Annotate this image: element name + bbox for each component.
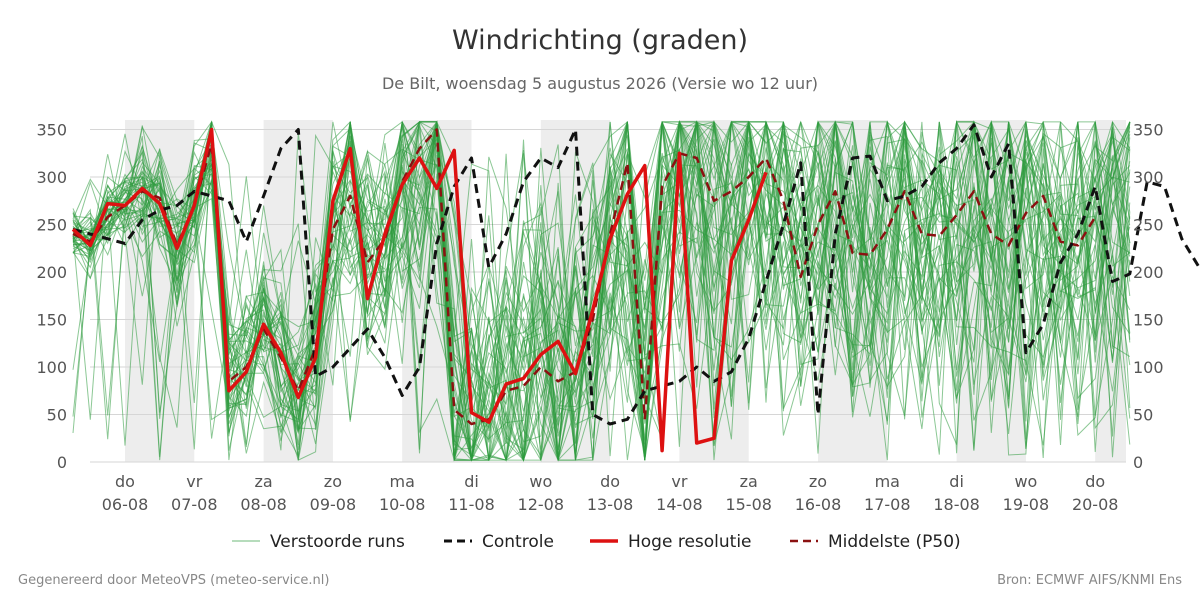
y-tick-right-200: 200 <box>1133 263 1164 282</box>
x-tick-day-9: za <box>740 472 758 491</box>
y-tick-right-100: 100 <box>1133 358 1164 377</box>
chart-title: Windrichting (graden) <box>452 25 748 56</box>
x-tick-date-10: 16-08 <box>795 495 842 514</box>
ensemble-member-31 <box>72 120 1131 461</box>
y-tick-right-300: 300 <box>1133 168 1164 187</box>
legend: Verstoorde runs Controle Hoge resolutie … <box>232 532 961 552</box>
legend-label-p50: Middelste (P50) <box>828 532 961 552</box>
ensemble-member-38 <box>72 120 1131 462</box>
x-tick-date-3: 09-08 <box>310 495 357 514</box>
footer-source: Bron: ECMWF AIFS/KNMI Ens <box>997 573 1182 588</box>
x-tick-day-5: di <box>464 472 479 491</box>
ensemble-member-50 <box>72 121 1131 461</box>
y-tick-left-350: 350 <box>36 121 67 140</box>
legend-label-ensemble: Verstoorde runs <box>270 532 405 552</box>
series-line-hoge-resolutie <box>71 127 768 453</box>
x-tick-date-13: 19-08 <box>1003 495 1050 514</box>
y-axis-left: 0 50 100 150 200 250 300 350 <box>36 121 67 473</box>
x-tick-date-9: 15-08 <box>725 495 772 514</box>
x-tick-day-13: wo <box>1014 472 1037 491</box>
y-tick-left-150: 150 <box>36 311 67 330</box>
x-tick-date-0: 06-08 <box>102 495 149 514</box>
x-tick-day-4: ma <box>390 472 415 491</box>
y-tick-left-100: 100 <box>36 358 67 377</box>
y-tick-right-0: 0 <box>1133 453 1143 472</box>
y-tick-right-50: 50 <box>1133 406 1153 425</box>
legend-label-hoge-resolutie: Hoge resolutie <box>628 532 752 552</box>
x-tick-day-14: do <box>1085 472 1105 491</box>
x-tick-date-7: 13-08 <box>587 495 634 514</box>
ensemble-member-44 <box>72 121 1131 461</box>
y-tick-left-0: 0 <box>57 453 67 472</box>
x-tick-date-4: 10-08 <box>379 495 426 514</box>
main-series-lines <box>71 123 1200 453</box>
x-tick-date-11: 17-08 <box>864 495 911 514</box>
x-tick-day-6: wo <box>529 472 552 491</box>
x-tick-day-8: vr <box>671 472 687 491</box>
footer-generated-by: Gegenereerd door MeteoVPS (meteo-service… <box>18 573 329 588</box>
x-tick-day-11: ma <box>875 472 900 491</box>
y-tick-left-200: 200 <box>36 263 67 282</box>
x-tick-date-8: 14-08 <box>656 495 703 514</box>
x-tick-day-12: di <box>949 472 964 491</box>
x-tick-day-3: zo <box>324 472 342 491</box>
y-tick-left-300: 300 <box>36 168 67 187</box>
x-tick-date-14: 20-08 <box>1072 495 1119 514</box>
y-axis-right: 0 50 100 150 200 250 300 350 <box>1133 121 1164 473</box>
x-tick-day-1: vr <box>186 472 202 491</box>
ensemble-member-39 <box>72 120 1131 461</box>
legend-label-controle: Controle <box>482 532 554 552</box>
x-tick-day-10: zo <box>809 472 827 491</box>
y-tick-left-250: 250 <box>36 216 67 235</box>
x-tick-date-6: 12-08 <box>518 495 565 514</box>
x-tick-day-2: za <box>254 472 272 491</box>
y-tick-right-350: 350 <box>1133 121 1164 140</box>
y-tick-left-50: 50 <box>47 406 67 425</box>
x-tick-day-7: do <box>600 472 620 491</box>
y-tick-right-250: 250 <box>1133 216 1164 235</box>
x-tick-date-5: 11-08 <box>448 495 495 514</box>
ensemble-member-49 <box>72 121 1131 461</box>
ensemble-member-29 <box>72 120 1131 461</box>
x-tick-date-2: 08-08 <box>240 495 287 514</box>
series-line-controle <box>72 123 1200 426</box>
chart-subtitle: De Bilt, woensdag 5 augustus 2026 (Versi… <box>382 74 818 93</box>
ensemble-member-41 <box>72 119 1131 461</box>
x-axis: do 06-08 vr 07-08 za 08-08 zo 09-08 ma 10-08 di 11-… <box>102 472 1119 514</box>
x-tick-date-1: 07-08 <box>171 495 218 514</box>
x-tick-day-0: do <box>115 472 135 491</box>
x-tick-date-12: 18-08 <box>933 495 980 514</box>
ensemble-member-46 <box>72 120 1131 461</box>
ensemble-member-24 <box>72 121 1131 461</box>
y-tick-right-150: 150 <box>1133 311 1164 330</box>
